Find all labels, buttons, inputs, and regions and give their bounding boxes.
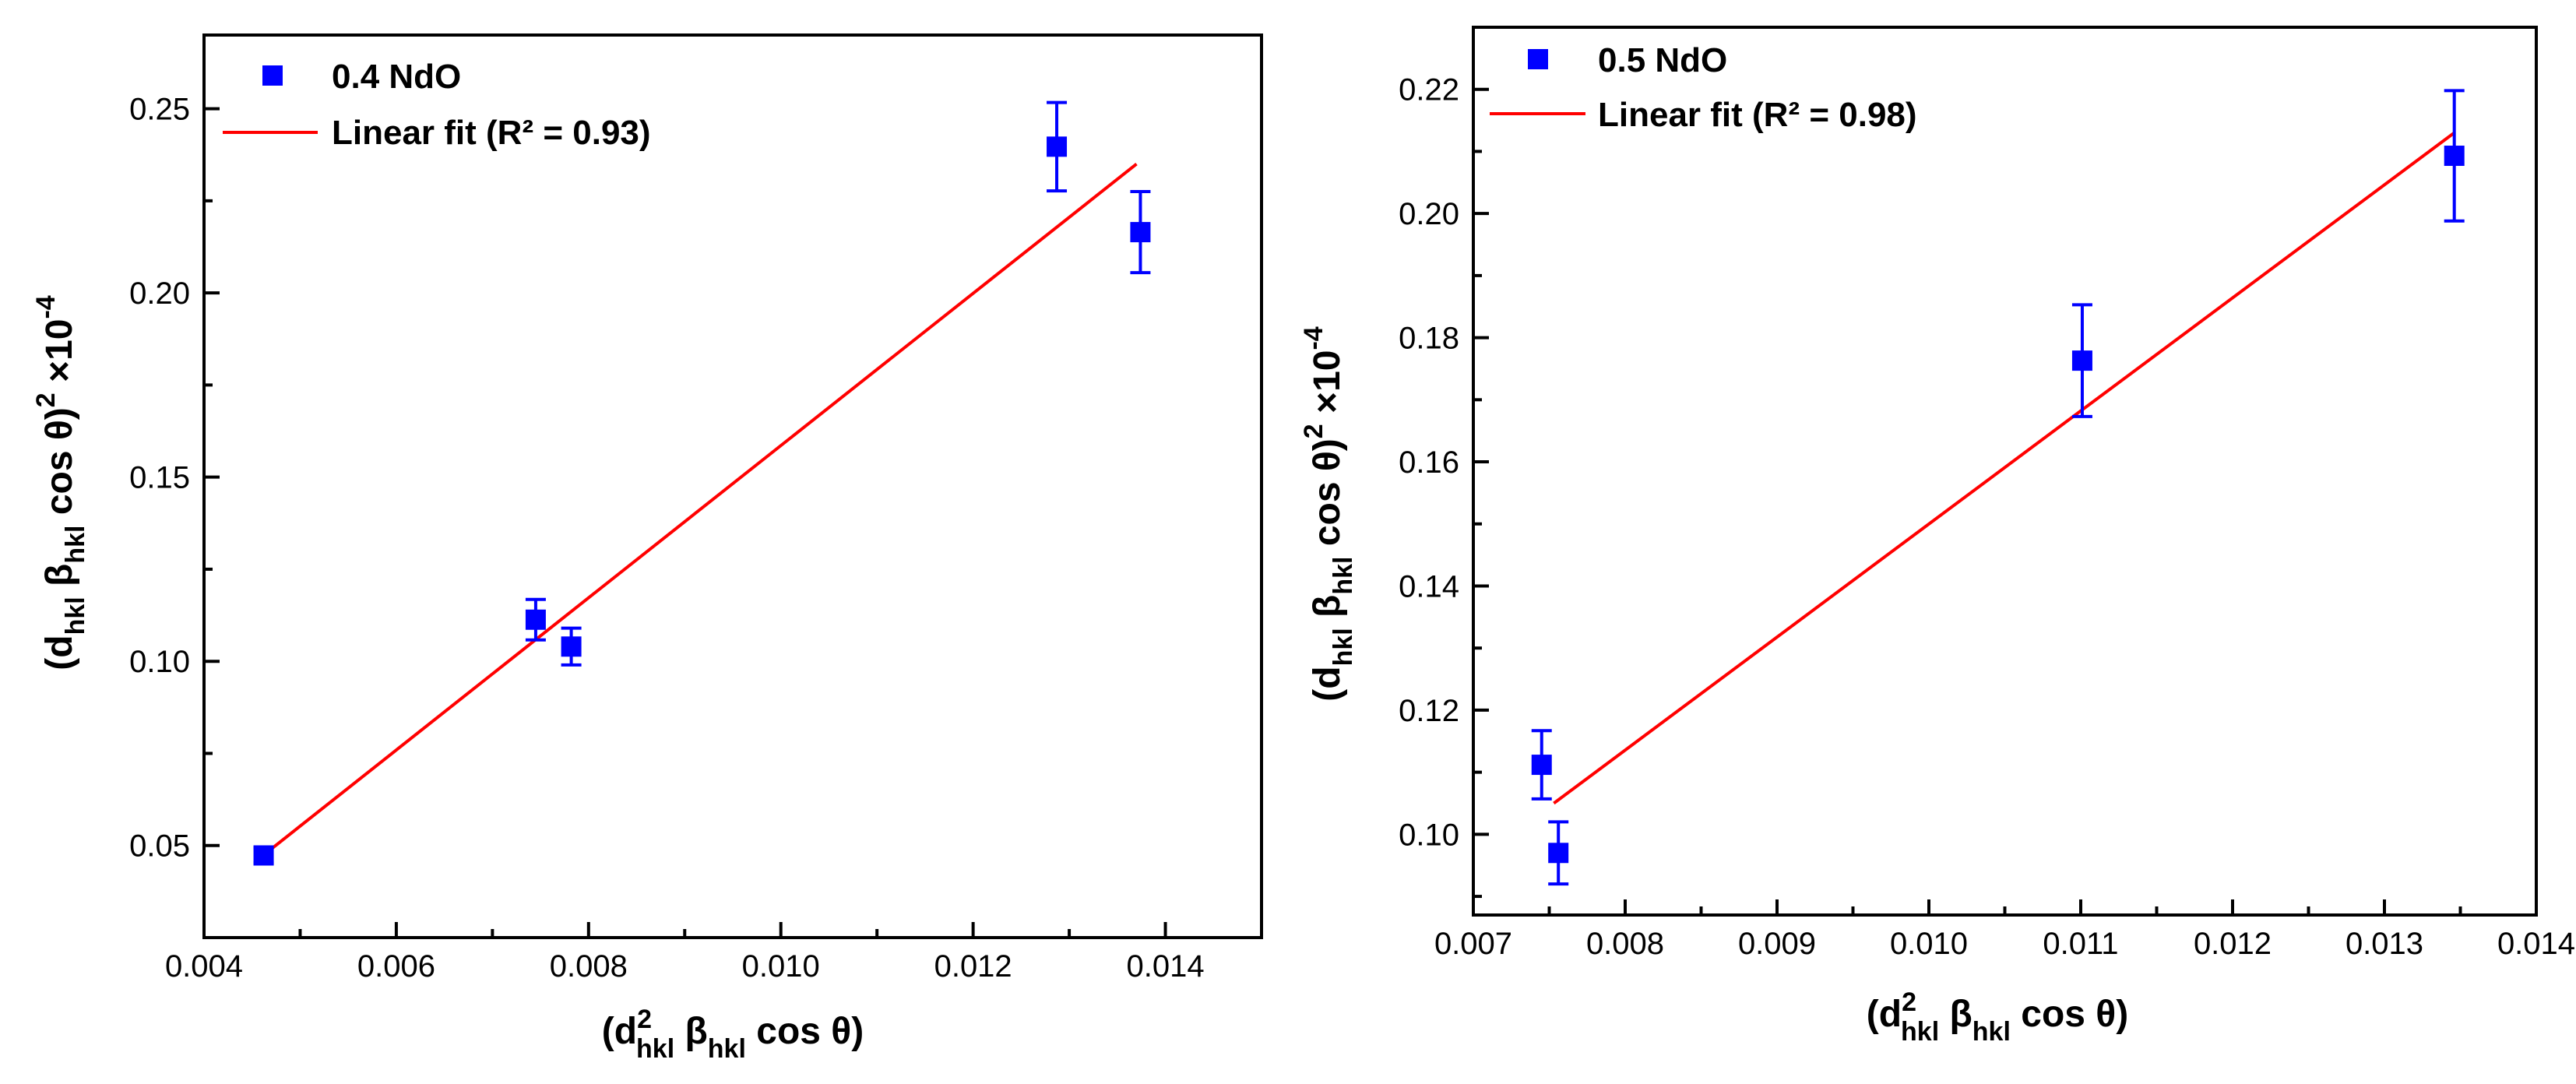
data-point: [253, 845, 274, 866]
x-tick-labels: 0.007 0.008 0.009 0.010 0.011 0.012 0.013 0.014: [1434, 927, 2575, 961]
data-point: [2071, 350, 2092, 371]
x-tick-label: 0.010: [1890, 927, 1968, 961]
y-tick-label: 0.25: [129, 93, 190, 127]
legend-label-fit: Linear fit (R² = 0.98): [1598, 96, 1917, 134]
data-point: [1531, 755, 1552, 776]
plot-area-frame: [1472, 26, 2538, 917]
x-tick-label: 0.006: [357, 949, 435, 984]
x-tick-label: 0.012: [934, 949, 1012, 984]
legend-label-series: 0.5 NdO: [1598, 41, 1727, 79]
y-tick-label: 0.14: [1399, 569, 1459, 604]
x-tick-label: 0.007: [1434, 927, 1512, 961]
x-tick-label: 0.013: [2345, 927, 2423, 961]
x-tick-label: 0.012: [2194, 927, 2272, 961]
x-tick-label: 0.014: [2497, 927, 2575, 961]
plot-marks: [253, 100, 1151, 866]
y-tick-labels: 0.10 0.12 0.14 0.16 0.18 0.20 0.22: [1399, 73, 1459, 853]
x-tick-label: 0.010: [742, 949, 820, 984]
y-tick-label: 0.10: [129, 645, 190, 679]
x-tick-label: 0.009: [1738, 927, 1816, 961]
plot-marks: [1531, 89, 2465, 886]
y-axis-title: (dhkl βhkl cos θ)2 ×10-4: [1299, 326, 1358, 702]
x-tick-label: 0.008: [1586, 927, 1664, 961]
data-point: [1130, 222, 1151, 243]
plot-area-frame: [202, 33, 1263, 939]
y-tick-label: 0.20: [129, 276, 190, 311]
legend-marker-square: [262, 65, 283, 86]
legend: 0.4 NdO Linear fit (R² = 0.93): [223, 58, 651, 152]
legend-label-series: 0.4 NdO: [332, 58, 461, 96]
linear-fit-line: [1553, 131, 2455, 805]
x-axis-title: (d2 hkl βhkl cos θ): [602, 1005, 864, 1064]
y-axis-title: (dhkl βhkl cos θ)2 ×10-4: [31, 295, 90, 670]
data-point: [1548, 843, 1569, 864]
y-tick-labels: 0.05 0.10 0.15 0.20 0.25: [129, 93, 190, 864]
x-tick-label: 0.008: [550, 949, 628, 984]
y-tick-label: 0.16: [1399, 445, 1459, 480]
axis-ticks: [1472, 26, 2538, 915]
data-point: [1047, 136, 1068, 157]
y-tick-label: 0.18: [1399, 322, 1459, 356]
y-tick-label: 0.22: [1399, 73, 1459, 107]
x-tick-labels: 0.004 0.006 0.008 0.010 0.012 0.014: [165, 949, 1205, 984]
axis-ticks: [202, 107, 1167, 938]
linear-fit-line: [260, 163, 1138, 858]
legend-label-fit: Linear fit (R² = 0.93): [332, 114, 651, 152]
chart-right: 0.007 0.008 0.009 0.010 0.011 0.012 0.013 0.014…: [1299, 26, 2575, 1047]
x-tick-label: 0.004: [165, 949, 243, 984]
data-point: [561, 636, 582, 657]
y-tick-label: 0.20: [1399, 197, 1459, 231]
x-tick-label: 0.011: [2043, 927, 2118, 961]
y-tick-label: 0.15: [129, 461, 190, 495]
legend-marker-square: [1528, 49, 1548, 69]
data-point: [525, 609, 546, 630]
x-tick-label: 0.014: [1126, 949, 1204, 984]
y-tick-label: 0.10: [1399, 818, 1459, 852]
x-axis-title: (d2 hkl βhkl cos θ): [1867, 987, 2128, 1047]
chart-left: 0.004 0.006 0.008 0.010 0.012 0.014 0.050.100…: [31, 33, 1263, 1064]
legend: 0.5 NdO Linear fit (R² = 0.98): [1490, 41, 1917, 134]
y-tick-label: 0.05: [129, 829, 190, 864]
data-point: [2444, 146, 2465, 167]
y-tick-label: 0.12: [1399, 694, 1459, 728]
